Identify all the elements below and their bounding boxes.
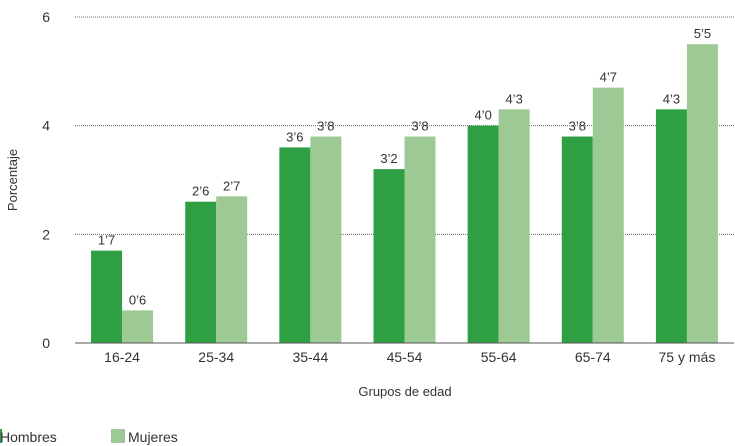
data-label: 1’7: [98, 233, 115, 248]
bars: [91, 44, 718, 344]
x-tick-label: 65-74: [575, 349, 611, 365]
data-label: 5’5: [694, 26, 711, 41]
data-label: 2’7: [223, 178, 240, 193]
y-tick-label: 0: [42, 335, 50, 351]
bar-mujeres-5: [592, 87, 624, 343]
bar-hombres-1: [185, 201, 217, 343]
bar-hombres-3: [373, 169, 405, 343]
data-label: 0’6: [129, 292, 146, 307]
data-labels: 1’7 0’6 2’6 2’7 3’6 3’8 3’2 3’8 4’0 4’3 3’8 4’7 4’3 5…: [98, 26, 711, 307]
bar-hombres-4: [467, 125, 499, 344]
x-tick-label: 25-34: [198, 349, 234, 365]
data-label: 3’6: [286, 129, 303, 144]
y-tick-label: 2: [42, 226, 50, 242]
bar-mujeres-2: [310, 136, 342, 343]
data-label: 4’3: [663, 91, 680, 106]
y-tick-label: 4: [42, 118, 50, 134]
x-tick-label: 55-64: [481, 349, 517, 365]
legend-label-hombres: Hombres: [0, 429, 57, 445]
x-axis-title: Grupos de edad: [358, 384, 451, 399]
bar-hombres-0: [91, 250, 123, 343]
bar-mujeres-0: [122, 310, 154, 343]
legend-swatch-mujeres: [111, 429, 125, 443]
x-tick-label: 35-44: [292, 349, 328, 365]
bar-mujeres-4: [498, 109, 530, 343]
legend: Hombres Mujeres: [0, 429, 178, 445]
legend-swatch-hombres: [0, 429, 2, 443]
bar-hombres-2: [279, 147, 311, 343]
bar-mujeres-3: [404, 136, 436, 343]
data-label: 3’8: [569, 119, 586, 134]
y-axis-ticks: 0 2 4 6: [42, 9, 50, 351]
data-label: 3’8: [411, 119, 428, 134]
legend-label-mujeres: Mujeres: [128, 429, 178, 445]
data-label: 4’7: [600, 70, 617, 85]
bar-mujeres-6: [686, 44, 718, 344]
data-label: 3’2: [380, 151, 397, 166]
bar-mujeres-1: [216, 196, 248, 343]
x-axis-ticks: 16-24 25-34 35-44 45-54 55-64 65-74 75 y más: [104, 349, 715, 365]
bar-hombres-5: [561, 136, 593, 343]
data-label: 4’0: [474, 108, 491, 123]
data-label: 2’6: [192, 184, 209, 199]
x-tick-label: 75 y más: [659, 349, 716, 365]
x-tick-label: 45-54: [387, 349, 423, 365]
x-tick-label: 16-24: [104, 349, 140, 365]
y-tick-label: 6: [42, 9, 50, 25]
y-axis-title: Porcentaje: [5, 149, 20, 211]
data-label: 4’3: [505, 91, 522, 106]
data-label: 3’8: [317, 119, 334, 134]
bar-hombres-6: [655, 109, 687, 343]
